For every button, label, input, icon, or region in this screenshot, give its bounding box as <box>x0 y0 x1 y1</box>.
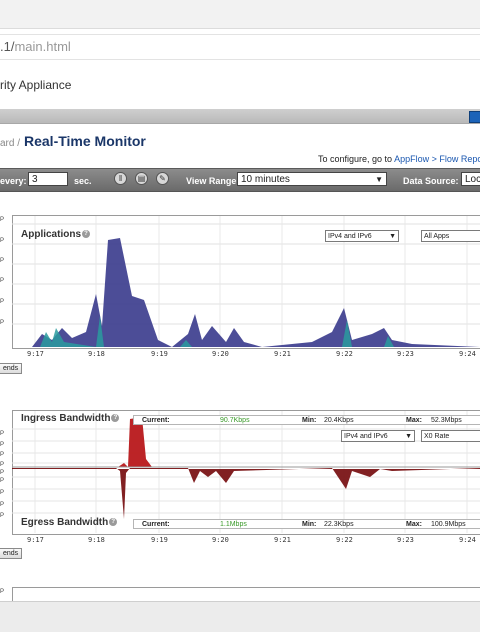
egress-current-value: 1.1Mbps <box>220 521 247 528</box>
y-tick-label: P <box>0 258 5 264</box>
x-tick-label: 9:22 <box>336 536 353 544</box>
egress-max-label: Max: <box>406 521 422 528</box>
configure-note: To configure, go to AppFlow > Flow Repor… <box>318 154 480 164</box>
apps-ip-version-value: IPv4 and IPv6 <box>328 233 372 240</box>
applications-x-axis: 9:17 9:18 9:19 9:20 9:21 9:22 9:23 9:24 <box>0 350 480 360</box>
egress-series-area <box>12 468 480 519</box>
ingress-stats-bar: Current: 90.7Kbps Min: 20.4Kbps Max: 52.… <box>133 415 480 425</box>
x-tick-label: 9:24 <box>459 350 476 358</box>
bandwidth-legends-button[interactable]: ends <box>0 548 23 559</box>
egress-chart-title: Egress Bandwidth? <box>21 517 118 528</box>
ingress-min-value: 20.4Kbps <box>324 417 354 424</box>
bandwidth-ip-version-select[interactable]: IPv4 and IPv6 ▼ <box>341 430 415 442</box>
x-tick-label: 9:20 <box>212 536 229 544</box>
egress-min-value: 22.3Kbps <box>324 521 354 528</box>
bandwidth-x-axis: 9:17 9:18 9:19 9:20 9:21 9:22 9:23 9:24 <box>0 536 480 546</box>
configure-prefix: To configure, go to <box>318 154 395 164</box>
data-source-label: Data Source: <box>403 176 459 186</box>
x-tick-label: 9:21 <box>274 350 291 358</box>
x-tick-label: 9:23 <box>397 350 414 358</box>
egress-max-value: 100.9Mbps <box>431 521 466 528</box>
apps-ip-version-select[interactable]: IPv4 and IPv6 ▼ <box>325 230 399 242</box>
y-tick-label: P <box>0 462 5 468</box>
y-tick-label: P <box>0 238 5 244</box>
help-icon[interactable]: ? <box>82 230 91 239</box>
x-tick-label: 9:19 <box>151 350 168 358</box>
top-nav-bar <box>0 109 480 124</box>
applications-title-text: Applications <box>21 229 82 240</box>
x-tick-label: 9:18 <box>88 350 105 358</box>
y-tick-label: P <box>0 513 5 519</box>
applications-chart <box>12 216 480 347</box>
help-icon[interactable]: ? <box>111 414 120 423</box>
chevron-down-icon: ▼ <box>375 175 383 184</box>
browser-footer <box>0 601 480 632</box>
refresh-interval-input[interactable]: 3 <box>28 172 68 186</box>
y-tick-label: P <box>0 299 5 305</box>
next-chart-y-tick: P <box>0 589 5 595</box>
data-source-select[interactable]: Loc <box>461 172 480 186</box>
egress-min-label: Min: <box>302 521 317 528</box>
y-tick-label: P <box>0 431 5 437</box>
x-tick-label: 9:18 <box>88 536 105 544</box>
chevron-down-icon: ▼ <box>389 233 396 240</box>
view-range-label: View Range: <box>186 176 240 186</box>
egress-title-text: Egress Bandwidth <box>21 517 109 528</box>
bandwidth-ip-version-value: IPv4 and IPv6 <box>344 433 388 440</box>
ingress-max-label: Max: <box>406 417 422 424</box>
apps-filter-select[interactable]: All Apps <box>421 230 480 242</box>
page-title: Real-Time Monitor <box>24 133 146 149</box>
y-tick-label: P <box>0 278 5 284</box>
nav-corner-icon[interactable] <box>469 111 480 123</box>
egress-current-label: Current: <box>142 521 170 528</box>
x-tick-label: 9:24 <box>459 536 476 544</box>
y-tick-label: P <box>0 452 5 458</box>
y-tick-label: P <box>0 478 5 484</box>
ingress-current-value: 90.7Kbps <box>220 417 250 424</box>
applications-series-teal <box>40 316 394 347</box>
applications-chart-title: Applications? <box>21 229 91 240</box>
ingress-chart-title: Ingress Bandwidth? <box>21 413 120 424</box>
x-tick-label: 9:17 <box>27 350 44 358</box>
flow-reporting-link[interactable]: AppFlow > Flow Reporting <box>394 154 480 164</box>
y-tick-label: P <box>0 320 5 326</box>
settings-icon[interactable]: ✎ <box>156 172 169 185</box>
help-icon[interactable]: ? <box>109 518 118 527</box>
y-tick-label: P <box>0 442 5 448</box>
x-tick-label: 9:19 <box>151 536 168 544</box>
x-tick-label: 9:23 <box>397 536 414 544</box>
x-tick-label: 9:17 <box>27 536 44 544</box>
refresh-unit: sec. <box>74 176 92 186</box>
url-host: .1/ <box>0 39 15 54</box>
chevron-down-icon: ▼ <box>405 433 412 440</box>
next-chart-panel <box>12 587 480 602</box>
appliance-name: rity Appliance <box>0 78 72 92</box>
pause-icon[interactable]: ‖ <box>114 172 127 185</box>
y-tick-label: P <box>0 490 5 496</box>
ingress-title-text: Ingress Bandwidth <box>21 413 111 424</box>
print-icon[interactable]: ▤ <box>135 172 148 185</box>
ingress-series-area <box>118 417 152 467</box>
y-tick-label: P <box>0 217 5 223</box>
y-tick-label: P <box>0 502 5 508</box>
view-range-select[interactable]: 10 minutes ▼ <box>237 172 387 186</box>
view-range-value: 10 minutes <box>241 174 290 185</box>
address-bar-url[interactable]: .1/main.html <box>0 39 71 54</box>
ingress-current-label: Current: <box>142 417 170 424</box>
breadcrumb[interactable]: ard / <box>0 138 21 149</box>
apps-legends-button[interactable]: ends <box>0 363 23 374</box>
x-tick-label: 9:22 <box>336 350 353 358</box>
x-tick-label: 9:21 <box>274 536 291 544</box>
applications-series-area <box>32 238 480 347</box>
bandwidth-interface-select[interactable]: X0 Rate <box>421 430 480 442</box>
refresh-label: every: <box>0 176 27 186</box>
egress-stats-bar: Current: 1.1Mbps Min: 22.3Kbps Max: 100.… <box>133 519 480 529</box>
address-bar[interactable] <box>0 34 480 60</box>
url-path: main.html <box>14 39 71 54</box>
ingress-max-value: 52.3Mbps <box>431 417 462 424</box>
y-tick-label: P <box>0 470 5 476</box>
ingress-min-label: Min: <box>302 417 317 424</box>
browser-tab-strip <box>0 0 480 29</box>
x-tick-label: 9:20 <box>212 350 229 358</box>
